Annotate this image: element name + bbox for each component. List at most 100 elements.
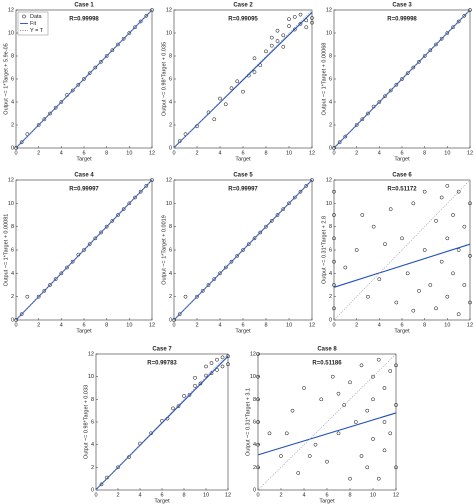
data-point [332, 236, 336, 241]
data-point [445, 294, 450, 299]
y-tick-label: 0 [329, 145, 332, 151]
x-tick-label: 2 [116, 492, 119, 498]
data-point [422, 189, 427, 194]
y-tick-label: 6 [329, 76, 332, 82]
y-tick-label: 4 [169, 99, 172, 105]
data-point [223, 265, 228, 270]
data-point [193, 375, 197, 380]
data-point [417, 59, 421, 64]
data-point [215, 368, 219, 372]
data-point [388, 369, 393, 373]
data-point [53, 277, 58, 282]
x-tick-label: 2 [195, 150, 198, 156]
r-value: R=0.99997 [69, 187, 99, 193]
x-tick-label: 12 [309, 150, 315, 156]
data-point [104, 224, 109, 229]
data-point [354, 248, 359, 252]
data-point [258, 230, 263, 235]
data-point [456, 312, 461, 317]
x-tick-label: 12 [467, 322, 473, 328]
data-point [70, 88, 75, 93]
x-axis-label: Target [394, 156, 410, 162]
fit-line [257, 412, 397, 456]
data-point [279, 454, 283, 458]
r-value: R=0.51186 [312, 361, 342, 367]
data-point [422, 248, 427, 252]
data-point [223, 102, 228, 107]
x-tick-label: 10 [126, 322, 132, 328]
data-point [256, 465, 260, 470]
data-point [319, 397, 324, 402]
data-point [439, 195, 444, 200]
data-point [456, 248, 461, 252]
data-point [183, 294, 188, 299]
x-tick-label: 4 [302, 492, 305, 498]
y-tick-label: 12 [166, 7, 172, 13]
data-point [343, 265, 348, 270]
data-point [287, 201, 291, 206]
data-point [220, 355, 225, 360]
data-point [405, 271, 410, 276]
y-tick-label: 10 [326, 30, 332, 36]
y-tick-label: 0 [11, 145, 14, 151]
x-tick-label: 0 [332, 322, 335, 328]
data-point [138, 19, 143, 24]
y-tick-label: 0 [253, 487, 256, 493]
data-point [93, 236, 98, 241]
x-tick-label: 0 [172, 322, 175, 328]
data-point [87, 242, 92, 247]
data-point [451, 25, 455, 30]
data-point [241, 89, 245, 94]
data-point [256, 352, 260, 356]
data-point [445, 183, 450, 188]
data-point [264, 49, 268, 54]
data-point [394, 403, 398, 407]
y-axis-label: Output ~= 0.31*Target + 3.1 [245, 388, 251, 456]
x-tick-label: 8 [264, 322, 267, 328]
data-point [193, 383, 197, 388]
x-tick-label: 4 [218, 322, 221, 328]
data-point [229, 86, 234, 91]
data-point [42, 117, 47, 122]
data-point [76, 82, 81, 87]
data-point [376, 357, 381, 362]
data-point [332, 283, 336, 287]
data-point [376, 476, 381, 481]
y-tick-label: 0 [91, 487, 94, 493]
x-tick-label: 8 [182, 492, 185, 498]
data-point [383, 242, 387, 247]
y-tick-label: 2 [169, 294, 172, 300]
data-point [14, 146, 18, 150]
data-point [377, 277, 382, 282]
x-tick-label: 2 [195, 322, 198, 328]
data-point [204, 364, 208, 369]
y-tick-label: 2 [91, 465, 94, 471]
y-tick-label: 4 [253, 442, 256, 448]
data-point [82, 77, 86, 81]
data-point [267, 431, 272, 436]
data-point [149, 431, 153, 436]
x-tick-label: 4 [138, 492, 141, 498]
y-tick-label: 10 [166, 201, 172, 207]
data-point [48, 283, 52, 287]
data-point [451, 213, 455, 217]
x-tick-label: 2 [355, 150, 358, 156]
data-point [116, 42, 120, 47]
data-point [218, 271, 222, 276]
x-tick-label: 6 [241, 150, 244, 156]
data-point [451, 271, 455, 276]
panel: 0 2 4 6 8 10 12 0 2 4 6 8 10 12 Target Output ~= 0.31*T… [245, 347, 399, 504]
y-tick-label: 8 [329, 224, 332, 230]
data-point [388, 88, 393, 93]
data-point [138, 189, 143, 194]
data-point [36, 123, 41, 127]
data-point [371, 437, 375, 441]
y-tick-label: 6 [169, 76, 172, 82]
data-point [292, 27, 297, 32]
x-tick-label: 0 [14, 322, 17, 328]
data-point [59, 271, 64, 276]
y-tick-label: 8 [169, 224, 172, 230]
legend-label: Fit [30, 21, 37, 27]
data-point [365, 465, 370, 470]
identity-line [173, 179, 313, 321]
